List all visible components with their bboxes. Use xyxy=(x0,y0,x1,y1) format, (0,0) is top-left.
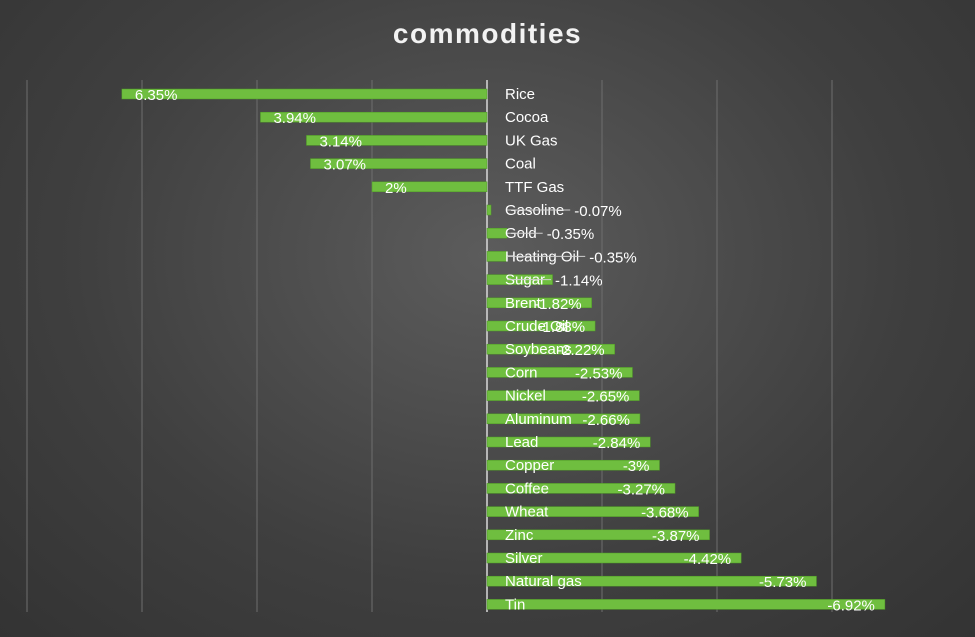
bar-uk-gas xyxy=(306,135,488,146)
data-label: -5.73% xyxy=(759,574,807,591)
category-label: Lead xyxy=(505,434,538,451)
category-label: Silver xyxy=(505,550,543,567)
bar-corn xyxy=(486,367,633,378)
bar-cocoa xyxy=(260,111,488,123)
data-label: -6.92% xyxy=(827,597,875,614)
category-label: Cocoa xyxy=(505,109,549,126)
category-label: TTF Gas xyxy=(505,179,564,196)
bar-lead xyxy=(486,436,651,448)
bar-aluminum xyxy=(486,413,641,425)
bar-coal xyxy=(310,158,488,169)
category-label: Coffee xyxy=(505,480,549,497)
chart-title: commodities xyxy=(392,18,583,49)
category-label: Copper xyxy=(505,457,554,474)
data-label: -0.35% xyxy=(589,249,637,266)
category-label: Natural gas xyxy=(505,573,582,590)
category-label: Aluminum xyxy=(505,411,572,428)
bar-natural-gas xyxy=(486,575,817,587)
category-label: Corn xyxy=(505,364,538,381)
bar-brent xyxy=(486,297,592,309)
data-label: -2.53% xyxy=(575,365,623,382)
data-label: 3.14% xyxy=(319,133,362,150)
data-label: -3.87% xyxy=(652,528,700,545)
data-label: 3.94% xyxy=(273,110,316,127)
bar-gasoline xyxy=(486,204,492,216)
data-label: -3% xyxy=(623,458,650,475)
category-label: Nickel xyxy=(505,388,546,405)
data-label: -1.82% xyxy=(534,296,582,313)
data-label: 2% xyxy=(385,180,407,197)
category-label: Zinc xyxy=(505,527,534,544)
data-label: -1.14% xyxy=(555,273,603,290)
data-label: 6.35% xyxy=(135,87,178,104)
bar-zinc xyxy=(486,529,710,541)
data-label: -4.42% xyxy=(684,551,732,568)
category-label: Soybeans xyxy=(505,341,572,358)
data-label: -0.07% xyxy=(574,203,622,220)
category-label: Crude Oil xyxy=(505,318,568,335)
data-label: -2.66% xyxy=(582,412,630,429)
data-label: -3.27% xyxy=(617,481,665,498)
bar-soybeans xyxy=(486,343,615,355)
data-label: -1.88% xyxy=(538,319,586,336)
category-label: Tin xyxy=(505,596,525,613)
category-label: Coal xyxy=(505,156,536,173)
category-label: Brent xyxy=(505,295,542,312)
data-label: -3.68% xyxy=(641,505,689,522)
bar-crude-oil xyxy=(486,320,596,332)
data-label: -2.22% xyxy=(557,342,605,359)
bar-coffee xyxy=(486,483,676,494)
bar-silver xyxy=(486,552,742,564)
bar-wheat xyxy=(486,506,699,517)
bar-copper xyxy=(486,459,660,471)
bar-tin xyxy=(486,599,886,610)
bar-nickel xyxy=(486,390,640,401)
bar-ttf-gas xyxy=(371,181,488,193)
category-label: Wheat xyxy=(505,504,549,521)
data-label: -2.65% xyxy=(582,389,630,406)
category-label: Rice xyxy=(505,86,535,103)
data-label: -0.35% xyxy=(547,226,595,243)
data-label: 3.07% xyxy=(323,157,366,174)
bar-rice xyxy=(121,88,488,100)
category-label: UK Gas xyxy=(505,132,558,149)
data-label: -2.84% xyxy=(593,435,641,452)
